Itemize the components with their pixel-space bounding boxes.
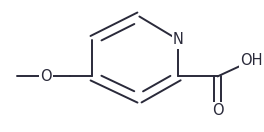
Text: O: O [40, 69, 51, 84]
Text: N: N [173, 32, 184, 47]
Text: OH: OH [240, 53, 263, 68]
Text: O: O [212, 103, 223, 118]
